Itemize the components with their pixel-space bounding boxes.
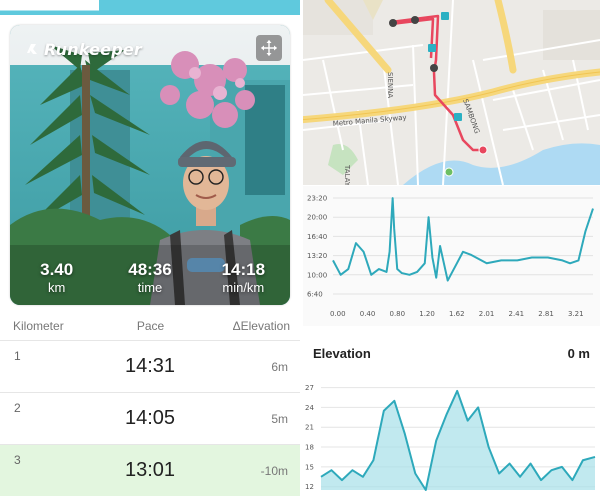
y-tick-label: 6:40 (307, 291, 323, 299)
distance-unit: km (47, 280, 66, 295)
runner-photo (10, 25, 290, 305)
table-row[interactable]: 3 13:01 -10m (0, 444, 300, 496)
pace-chart-canvas: 23:20 20:00 16:40 13:20 10:00 6:40 0.00 0.40 0.8… (307, 195, 594, 318)
splits-table: Kilometer Pace ΔElevation 1 14:31 6m 2 1… (0, 312, 300, 496)
activity-photo-card[interactable]: Runkeeper 3.40 km (10, 25, 290, 305)
elevation-line (320, 389, 596, 491)
y-tick-label: 16:40 (307, 233, 327, 241)
elevation-current-value: 0 m (567, 346, 590, 361)
distance-stat: 3.40 km (10, 260, 103, 305)
y-tick-label: 15 (305, 463, 314, 471)
map-label-sienna: SIENNA (386, 72, 394, 98)
duration-unit: time (137, 280, 163, 295)
runkeeper-logo: Runkeeper (24, 38, 142, 60)
table-row[interactable]: 2 14:05 5m (0, 392, 300, 444)
y-tick-label: 10:00 (307, 271, 327, 279)
header-elevation: ΔElevation (232, 319, 290, 333)
route-map[interactable]: SIENNA TALAYAN Metro Manila Skyway SAMBO… (303, 0, 600, 185)
move-arrows-icon[interactable] (256, 35, 282, 61)
y-tick-label: 20:00 (307, 214, 327, 222)
splits-header: Kilometer Pace ΔElevation (0, 312, 300, 340)
elevation-title: Elevation (313, 346, 371, 361)
pace-value: 14:18 (221, 260, 266, 279)
pace-chart: 23:20 20:00 16:40 13:20 10:00 6:40 0.00 0.40 0.8… (303, 186, 600, 326)
y-tick-label: 13:20 (307, 252, 327, 260)
brand-name: Runkeeper (44, 39, 142, 59)
map-label-talayan: TALAYAN (343, 164, 351, 185)
x-tick-label: 0.00 (330, 310, 346, 318)
x-tick-label: 2.01 (479, 310, 495, 318)
story-progress-track (0, 0, 300, 15)
table-row[interactable]: 1 14:31 6m (0, 340, 300, 392)
pace-unit: min/km (222, 280, 265, 295)
duration-value: 48:36 (128, 260, 172, 279)
split-pace: 14:31 (124, 355, 176, 377)
y-tick-label: 18 (305, 444, 314, 452)
duration-stat: 48:36 time (103, 260, 196, 305)
header-kilometer: Kilometer (13, 319, 64, 333)
split-index: 1 (14, 349, 21, 363)
elevation-panel: Elevation 0 m 27 24 21 18 15 12 (303, 326, 600, 500)
x-tick-label: 1.62 (449, 310, 465, 318)
split-elevation: 6m (271, 360, 288, 374)
y-tick-label: 21 (305, 424, 314, 432)
distance-value: 3.40 (40, 260, 74, 279)
x-tick-label: 1.20 (419, 310, 435, 318)
route-map-canvas: SIENNA TALAYAN Metro Manila Skyway SAMBO… (303, 0, 600, 185)
y-tick-label: 12 (305, 483, 314, 491)
runkeeper-logo-icon (27, 44, 37, 54)
y-tick-label: 23:20 (307, 195, 327, 203)
x-tick-label: 0.80 (390, 310, 406, 318)
x-tick-label: 2.81 (538, 310, 554, 318)
y-tick-label: 24 (305, 404, 314, 412)
elevation-area (321, 390, 595, 490)
pace-line (332, 197, 594, 282)
pace-stat: 14:18 min/km (197, 260, 290, 305)
x-tick-label: 2.41 (509, 310, 525, 318)
split-index: 3 (14, 453, 21, 467)
x-tick-label: 3.21 (568, 310, 584, 318)
story-progress-fill (0, 0, 99, 15)
split-pace: 14:05 (124, 407, 176, 429)
activity-panel: Runkeeper 3.40 km (0, 0, 300, 496)
split-elevation: 5m (271, 412, 288, 426)
y-tick-label: 27 (305, 384, 314, 392)
split-pace: 13:01 (124, 459, 176, 481)
split-elevation: -10m (260, 464, 288, 478)
split-index: 2 (14, 401, 21, 415)
activity-stats: 3.40 km 48:36 time 14:18 min/km (10, 260, 290, 305)
elevation-chart-canvas: 27 24 21 18 15 12 (305, 384, 596, 491)
header-pace: Pace (136, 319, 165, 333)
x-tick-label: 0.40 (360, 310, 376, 318)
